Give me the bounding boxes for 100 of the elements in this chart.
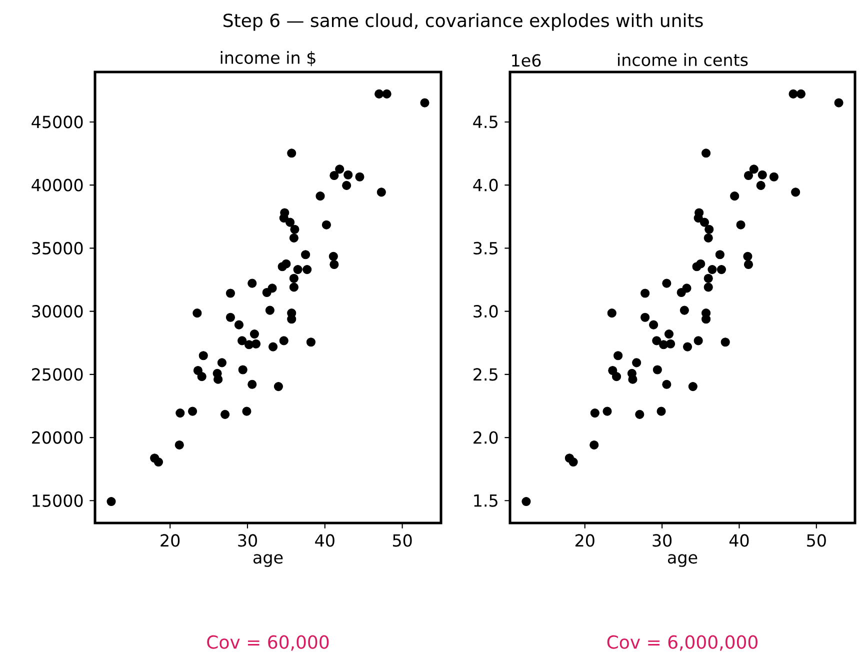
point (704, 282, 713, 292)
point (342, 180, 352, 190)
point (293, 264, 302, 274)
x-axis-title: age (668, 554, 698, 567)
point (154, 457, 164, 467)
point (522, 496, 531, 506)
point (226, 312, 235, 322)
point (628, 374, 638, 384)
point (302, 264, 312, 274)
point (568, 457, 578, 467)
point (607, 308, 616, 318)
point (289, 233, 298, 243)
point (590, 440, 599, 450)
point (322, 220, 331, 230)
point (682, 284, 692, 293)
point (374, 89, 384, 98)
point (306, 338, 316, 347)
point (680, 306, 689, 315)
point (242, 406, 252, 416)
point (715, 250, 724, 260)
point (743, 252, 752, 261)
point (188, 406, 198, 416)
point (716, 264, 726, 274)
point (704, 224, 714, 234)
text: Cov = 6,000,000 (607, 635, 758, 651)
point (355, 172, 364, 182)
point (702, 148, 711, 158)
point (328, 252, 338, 261)
x-axis-title: age (253, 554, 283, 567)
point (694, 336, 703, 346)
point (268, 342, 278, 352)
point (238, 365, 248, 374)
point (656, 406, 666, 416)
point (649, 320, 658, 330)
point (666, 339, 676, 348)
point (330, 170, 339, 180)
point (282, 259, 291, 268)
point (217, 358, 226, 368)
point (344, 170, 353, 180)
y-tick-label: 40000 (32, 178, 83, 192)
point (234, 320, 244, 330)
x-tick-label: 50 (807, 534, 826, 547)
point (197, 372, 206, 382)
y-tick-label: 20000 (32, 431, 83, 444)
y-tick-label: 1.5 (474, 494, 498, 507)
point (749, 164, 758, 174)
point (664, 329, 674, 339)
text: Step 6 — same cloud, covariance explodes with units (224, 13, 703, 31)
point (652, 365, 662, 374)
point (652, 336, 662, 346)
point (590, 408, 600, 418)
point (791, 188, 800, 197)
chart-title: income in $ (220, 51, 316, 66)
point (274, 382, 283, 392)
point (290, 224, 300, 234)
point (769, 172, 778, 182)
point (688, 382, 698, 392)
y-tick-label: 25000 (32, 368, 83, 381)
point (287, 148, 296, 158)
point (796, 89, 806, 98)
x-tick-label: 30 (238, 534, 257, 547)
point (834, 98, 844, 108)
point (758, 170, 767, 180)
point (682, 342, 692, 352)
chart-title: income in cents (618, 53, 748, 66)
point (316, 192, 325, 201)
point (744, 170, 754, 180)
x-tick-label: 20 (160, 534, 180, 547)
point (268, 284, 277, 293)
text: Cov = 60,000 (207, 635, 329, 651)
point (720, 338, 730, 347)
y-tick-label: 4.5 (473, 116, 498, 128)
y-tick-label: 45000 (32, 116, 83, 128)
point (265, 306, 274, 315)
x-tick-label: 20 (575, 534, 594, 547)
point (756, 180, 766, 190)
point (614, 351, 623, 360)
point (376, 188, 386, 197)
y-tick-label: 30000 (32, 305, 83, 318)
y-tick-label: 4.0 (473, 178, 498, 192)
point (612, 372, 622, 382)
y-tick-label: 15000 (32, 494, 83, 507)
point (248, 380, 257, 389)
point (289, 274, 298, 283)
point (335, 164, 344, 174)
point (632, 358, 642, 368)
point (708, 264, 717, 274)
point (251, 339, 261, 348)
point (700, 218, 710, 227)
y-tick-label: 2.5 (474, 368, 498, 381)
y-tick-label: 3.0 (474, 305, 498, 318)
point (198, 351, 208, 360)
point (662, 278, 672, 288)
point (250, 329, 259, 339)
point (788, 89, 798, 98)
x-tick-label: 50 (392, 534, 412, 547)
point (730, 192, 740, 201)
y-tick-label: 3.5 (474, 242, 498, 254)
point (248, 278, 257, 288)
x-tick-label: 40 (315, 534, 334, 547)
